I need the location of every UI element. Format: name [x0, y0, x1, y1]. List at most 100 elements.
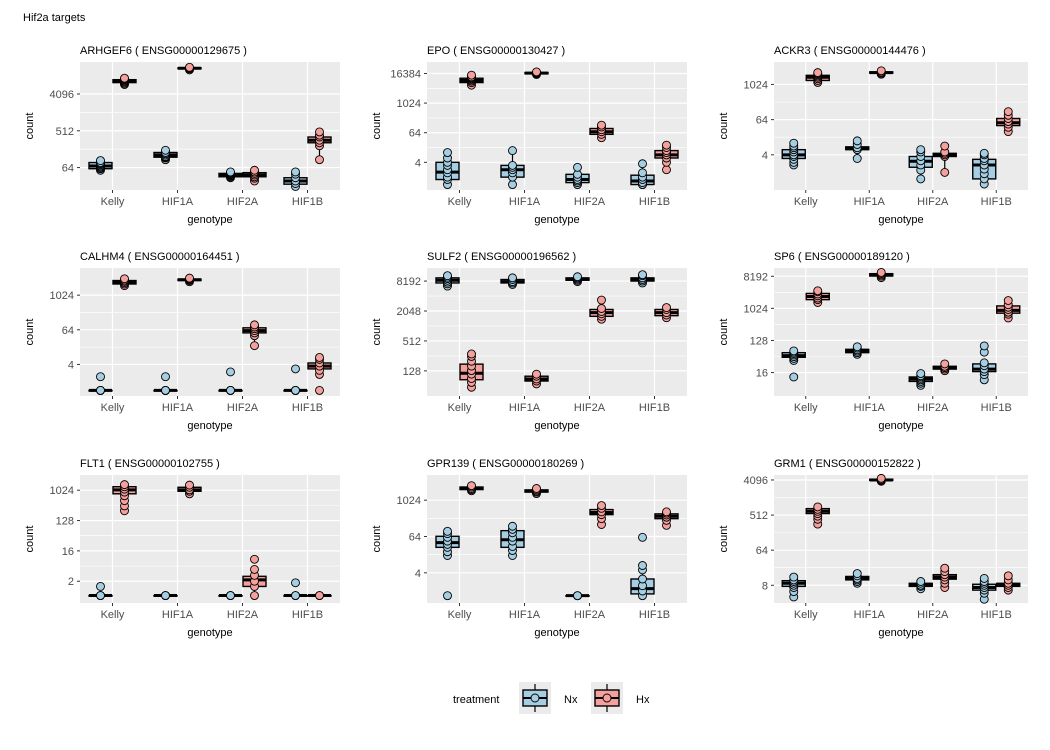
x-tick-label: HIF1A [162, 196, 194, 208]
box-nx-hif1b [283, 578, 308, 600]
x-tick-label: HIF2A [917, 196, 949, 208]
box-hx-hif1a [869, 473, 894, 486]
data-point [789, 572, 799, 582]
data-point [638, 270, 647, 280]
data-point [250, 591, 259, 600]
data-point [573, 272, 582, 282]
x-tick-label: HIF2A [574, 402, 606, 414]
panel-5: SULF2 ( ENSG00000196562 ) 128 512 2048 8192 K… [371, 251, 687, 432]
panel-6: SP6 ( ENSG00000189120 ) 16 128 1024 8192 Kell… [718, 251, 1028, 432]
box-hx-kelly [459, 481, 484, 496]
panel-title: ARHGEF6 ( ENSG00000129675 ) [80, 45, 247, 57]
data-point [573, 162, 582, 172]
y-axis-label: count [371, 526, 383, 553]
box-nx-hif1a [153, 591, 178, 600]
data-point [161, 372, 170, 382]
x-tick-label: HIF2A [227, 609, 259, 621]
x-tick-label: HIF1B [292, 402, 323, 414]
x-tick-label: HIF2A [917, 402, 949, 414]
box-nx-kelly [781, 572, 806, 602]
y-tick-label: 512 [750, 510, 768, 522]
y-tick-label: 64 [409, 532, 421, 544]
box-nx-hif1b [283, 167, 308, 191]
box-nx-hif2a [218, 591, 243, 600]
data-point [185, 480, 194, 490]
legend-key-point [602, 693, 612, 703]
box-hx-hif1a [524, 484, 549, 498]
y-tick-label: 1024 [50, 290, 74, 302]
data-point [291, 578, 300, 588]
data-point [96, 591, 105, 600]
box-nx-hif1b [972, 148, 997, 189]
box-hx-hif1b [654, 303, 679, 323]
box-hx-hif1a [524, 369, 549, 389]
x-tick-label: HIF1B [292, 609, 323, 621]
box-nx-hif1a [153, 372, 178, 395]
data-point [226, 367, 235, 377]
box-hx-hif2a [242, 165, 267, 186]
box-nx-hif1a [845, 569, 870, 588]
panel-4: CALHM4 ( ENSG00000164451 ) 4 64 1024 Kelly HI… [24, 251, 340, 432]
box-nx-kelly [88, 581, 113, 600]
data-point [291, 167, 300, 177]
y-tick-label: 512 [56, 126, 74, 138]
box-hx-hif1b [307, 127, 332, 165]
panel-title: FLT1 ( ENSG00000102755 ) [80, 458, 220, 470]
y-tick-label: 512 [403, 336, 421, 348]
box-hx-hif2a [932, 141, 957, 177]
x-tick-label: HIF1B [981, 196, 1012, 208]
x-axis-label: genotype [534, 627, 579, 639]
data-point [467, 349, 476, 359]
data-point [916, 174, 926, 184]
y-tick-label: 16 [62, 546, 74, 558]
box-nx-hif1a [500, 273, 525, 289]
x-axis-label: genotype [534, 420, 579, 432]
box-nx-kelly [435, 526, 460, 601]
y-tick-label: 128 [403, 366, 421, 378]
data-point [161, 591, 170, 600]
data-point [916, 369, 926, 378]
data-point [250, 564, 259, 574]
y-tick-label: 4 [68, 359, 74, 371]
y-tick-label: 4 [415, 157, 421, 169]
x-tick-label: HIF2A [227, 196, 259, 208]
box-hx-hif1a [869, 66, 894, 79]
box-nx-kelly [435, 271, 460, 291]
x-tick-label: HIF2A [227, 402, 259, 414]
panel-3: ACKR3 ( ENSG00000144476 ) 4 64 1024 Kelly HIF… [718, 45, 1028, 226]
box-hx-kelly [805, 286, 830, 307]
x-tick-label: HIF1B [639, 609, 670, 621]
x-tick-label: Kelly [101, 196, 125, 208]
y-tick-label: 64 [409, 128, 421, 140]
data-point [638, 561, 647, 570]
box-hx-kelly [805, 502, 830, 529]
data-point [508, 180, 517, 189]
box-nx-hif2a [908, 145, 933, 184]
panel-title: GPR139 ( ENSG00000180269 ) [427, 458, 584, 470]
data-point [979, 573, 989, 583]
data-point [813, 68, 823, 78]
data-point [876, 267, 886, 277]
data-point [315, 385, 324, 395]
data-point [852, 569, 862, 579]
panel-title: EPO ( ENSG00000130427 ) [427, 45, 565, 57]
x-tick-label: HIF1A [854, 402, 886, 414]
data-point [250, 341, 259, 351]
box-hx-kelly [112, 480, 137, 516]
x-axis-label: genotype [878, 627, 923, 639]
box-hx-hif2a [932, 359, 957, 376]
data-point [662, 140, 671, 150]
legend-keys: Nx Hx [519, 682, 650, 714]
x-tick-label: HIF1A [854, 609, 886, 621]
panel-background [774, 268, 1028, 396]
y-axis-label: count [718, 526, 730, 553]
y-tick-label: 1024 [397, 495, 421, 507]
x-axis-label: genotype [878, 214, 923, 226]
x-tick-label: HIF1B [292, 196, 323, 208]
x-tick-label: HIF1A [509, 402, 541, 414]
box-hx-hif1b [996, 107, 1021, 137]
x-tick-label: HIF1B [639, 402, 670, 414]
box-nx-hif1b [630, 159, 655, 189]
x-axis-label: genotype [187, 627, 232, 639]
data-point [508, 273, 517, 283]
